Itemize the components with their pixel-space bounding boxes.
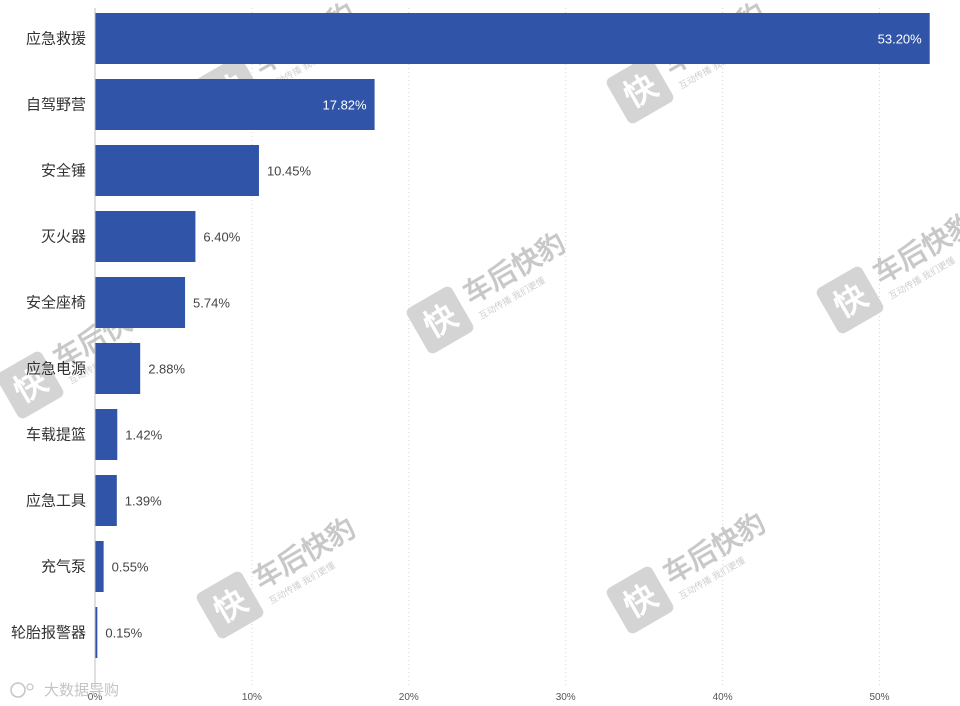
x-tick-label: 40% [713,692,733,703]
grid-lines [251,8,881,688]
category-label: 充气泵 [41,559,86,576]
category-label: 安全座椅 [26,294,86,312]
category-label: 自驾野营 [26,97,86,114]
category-label: 车载提篮 [26,426,86,444]
source-logo-dot-icon [26,683,34,691]
bar [95,13,930,64]
category-label: 轮胎报警器 [11,625,86,642]
x-axis: 0% 10% 20% 30% 40% 50% [88,8,890,703]
bar [95,541,104,592]
value-label: 0.55% [112,560,149,575]
value-label: 17.82% [323,98,368,113]
category-label: 灭火器 [41,229,86,246]
value-label: 53.20% [878,32,923,47]
bar [95,343,141,394]
watermark-badge-icon [606,566,674,634]
value-label: 1.39% [125,494,162,509]
value-label: 2.88% [148,362,185,377]
bar [95,79,375,130]
bar [95,475,117,526]
x-tick-label: 30% [556,692,576,703]
value-label: 10.45% [267,164,312,179]
watermark-badge-icon [0,351,64,419]
x-tick-label: 10% [242,692,262,703]
watermark-badge-icon [196,571,264,639]
category-label: 应急工具 [26,492,86,510]
watermark-badge-icon [406,286,474,354]
bar [95,145,259,196]
watermark-badge-icon [816,266,884,334]
value-label: 5.74% [193,296,230,311]
source-watermark: 大数据导购 [10,682,119,699]
x-tick-label: 20% [399,692,419,703]
value-label: 0.15% [105,626,142,641]
watermark-badge-icon [606,56,674,124]
category-label: 应急电源 [26,360,86,378]
bar [95,607,98,658]
value-label: 6.40% [203,230,240,245]
category-label: 应急救援 [26,30,86,48]
bar [95,277,186,328]
bar [95,211,196,262]
source-text: 大数据导购 [44,682,119,699]
source-logo-icon [10,682,26,698]
category-label: 安全锤 [41,162,86,180]
x-tick-label: 0% [88,692,103,703]
value-label: 1.42% [125,428,162,443]
bar [95,409,118,460]
bars-layer: 应急救援 53.20% 自驾野营 17.82% 安全锤 10.45% 灭火器 6.40% 安全座… [11,13,930,658]
x-tick-label: 50% [870,692,890,703]
